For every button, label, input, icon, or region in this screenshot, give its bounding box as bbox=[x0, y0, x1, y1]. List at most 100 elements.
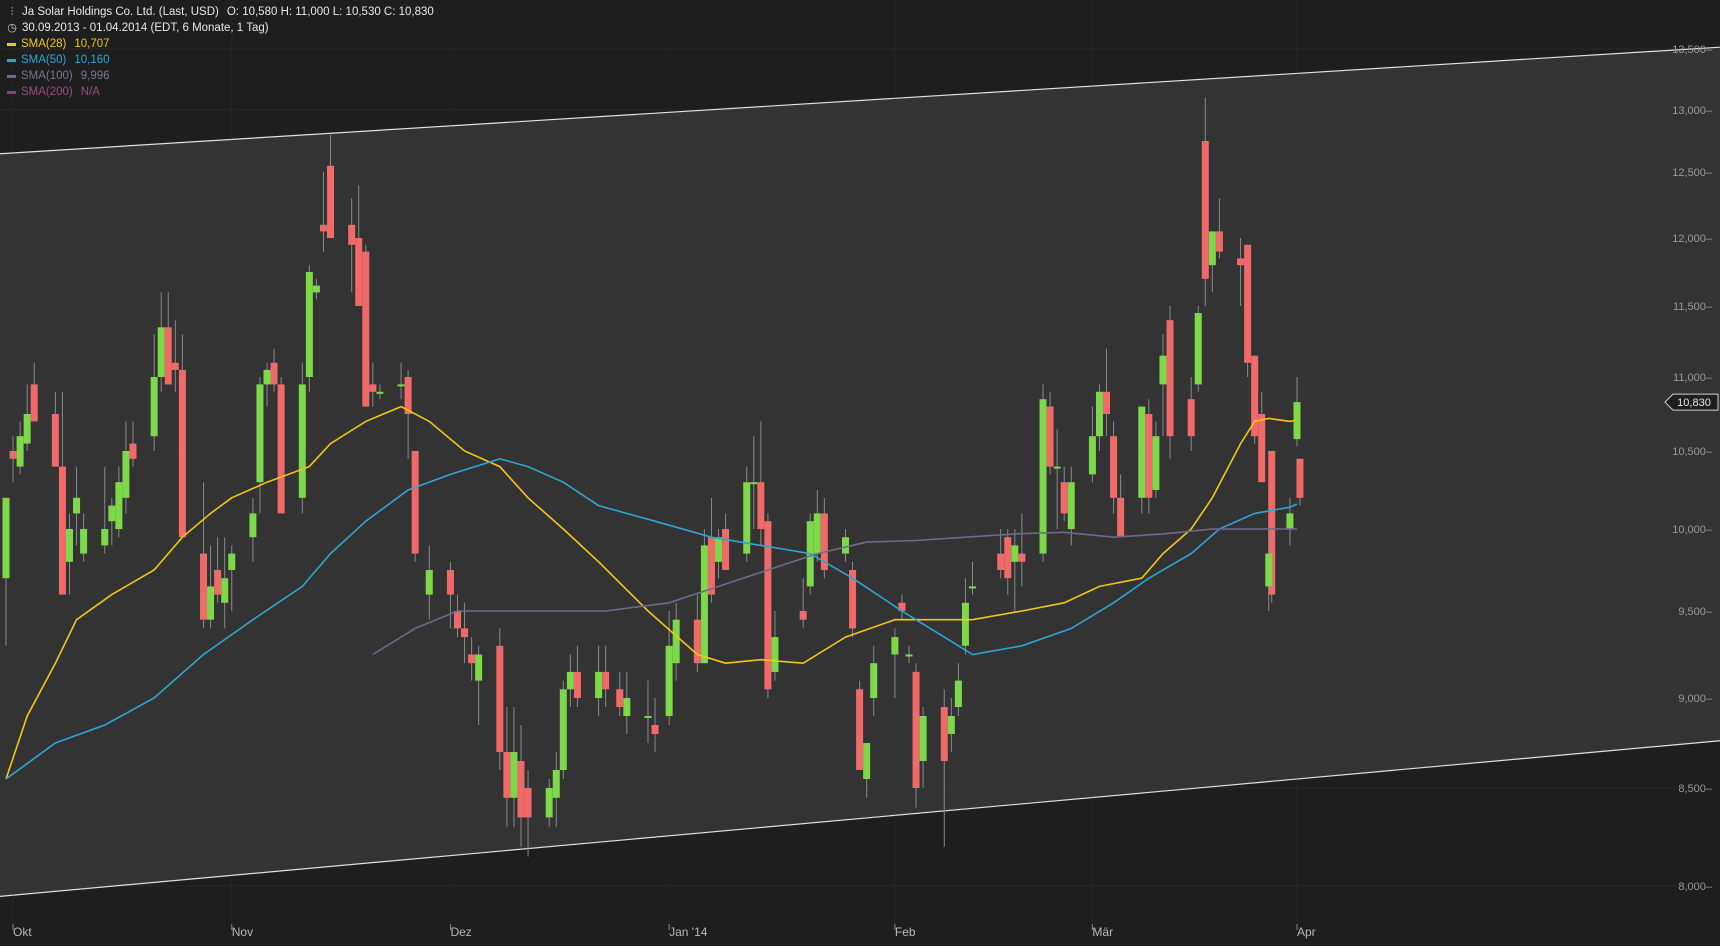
candle-body bbox=[524, 788, 532, 818]
legend-sma200[interactable]: SMA(200) N/A bbox=[6, 84, 434, 100]
last-price-label: 10,830 bbox=[1677, 397, 1711, 409]
candle bbox=[891, 628, 899, 698]
candle-body bbox=[651, 725, 659, 734]
candle bbox=[566, 654, 574, 707]
candle-body bbox=[813, 513, 821, 554]
candle-body bbox=[595, 671, 603, 698]
candle bbox=[369, 362, 377, 407]
candle bbox=[750, 436, 758, 529]
candle-body bbox=[30, 384, 38, 422]
candle-body bbox=[616, 689, 624, 707]
candle bbox=[799, 578, 807, 629]
sma-line-sma28 bbox=[5, 405, 1298, 780]
sma50-label: SMA(50) bbox=[21, 54, 67, 66]
candle bbox=[312, 278, 320, 300]
candle-body bbox=[1088, 436, 1096, 475]
candle-body bbox=[73, 497, 81, 514]
candle-body bbox=[891, 637, 899, 655]
candle bbox=[573, 645, 581, 707]
instrument-title: Ja Solar Holdings Co. Ltd. (Last, USD) bbox=[22, 6, 219, 18]
clock-icon: ◷ bbox=[7, 22, 17, 34]
candle bbox=[475, 645, 483, 725]
candle-body bbox=[820, 513, 828, 570]
candle-body bbox=[1004, 537, 1012, 579]
x-tick-label: Okt bbox=[13, 925, 32, 939]
candle-body bbox=[249, 513, 257, 538]
candle bbox=[73, 466, 81, 546]
candle bbox=[644, 680, 652, 743]
candle bbox=[214, 537, 222, 603]
legend-sma28[interactable]: SMA(28) 10,707 bbox=[6, 36, 434, 52]
candle bbox=[453, 594, 461, 638]
candle-body bbox=[496, 645, 504, 752]
candle bbox=[1201, 97, 1209, 306]
candle-body bbox=[1166, 320, 1174, 437]
candle-body bbox=[1286, 513, 1294, 529]
candle bbox=[912, 663, 920, 808]
candle-body bbox=[707, 537, 715, 595]
last-price-box bbox=[1664, 393, 1719, 411]
candle bbox=[1215, 198, 1223, 259]
candle-body bbox=[453, 611, 461, 629]
candle-body bbox=[355, 238, 363, 306]
candle-body bbox=[849, 570, 857, 629]
candle bbox=[348, 198, 356, 293]
candle-body bbox=[1258, 414, 1266, 483]
candle bbox=[1103, 348, 1111, 437]
legend-sma50[interactable]: SMA(50) 10,160 bbox=[6, 52, 434, 68]
candle-body bbox=[397, 384, 405, 387]
candle bbox=[468, 637, 476, 681]
y-tick-label: 12,000– bbox=[1672, 233, 1713, 245]
sma28-swatch bbox=[7, 42, 16, 46]
candle bbox=[404, 369, 412, 459]
candle-body bbox=[1018, 553, 1026, 562]
candle-body bbox=[722, 529, 730, 570]
candle-body bbox=[898, 602, 906, 611]
candle-body bbox=[510, 752, 518, 798]
candle-body bbox=[270, 362, 278, 385]
candle bbox=[298, 362, 306, 514]
candle bbox=[1138, 406, 1146, 514]
candle bbox=[157, 292, 165, 392]
candle bbox=[411, 451, 419, 562]
candle-body bbox=[305, 272, 313, 377]
candle-body bbox=[115, 482, 123, 529]
sma28-value: 10,707 bbox=[74, 38, 110, 50]
candle bbox=[961, 578, 969, 655]
candle bbox=[863, 743, 871, 798]
candle bbox=[503, 707, 511, 828]
candle-body bbox=[961, 602, 969, 646]
candle-body bbox=[602, 671, 610, 690]
candle-body bbox=[1110, 436, 1118, 498]
candle-body bbox=[1152, 436, 1160, 490]
candle-body bbox=[1095, 391, 1103, 437]
candle-body bbox=[312, 285, 320, 293]
candle bbox=[856, 680, 864, 770]
candle-body bbox=[623, 698, 631, 716]
candle-body bbox=[263, 369, 271, 385]
candle bbox=[813, 490, 821, 562]
y-tick-label: 9,500– bbox=[1678, 606, 1713, 618]
candle bbox=[510, 707, 518, 828]
candle-body bbox=[644, 716, 652, 718]
candle bbox=[228, 545, 236, 611]
candle bbox=[1110, 421, 1118, 514]
candle bbox=[150, 334, 158, 451]
x-tick-label: Feb bbox=[895, 925, 916, 939]
candle bbox=[16, 421, 24, 475]
sma50-swatch bbox=[7, 58, 16, 62]
candle-body bbox=[1265, 553, 1273, 587]
candle bbox=[743, 466, 751, 562]
candle bbox=[496, 628, 504, 770]
candle bbox=[1095, 384, 1103, 451]
candle bbox=[1060, 466, 1068, 522]
candle-body bbox=[573, 671, 581, 698]
sma50-value: 10,160 bbox=[74, 54, 110, 66]
candle bbox=[1187, 377, 1195, 451]
legend-sma100[interactable]: SMA(100) 9,996 bbox=[6, 68, 434, 84]
candle bbox=[1194, 306, 1202, 392]
candle-body bbox=[200, 553, 208, 620]
candle bbox=[947, 698, 955, 752]
candle-body bbox=[1268, 451, 1276, 595]
